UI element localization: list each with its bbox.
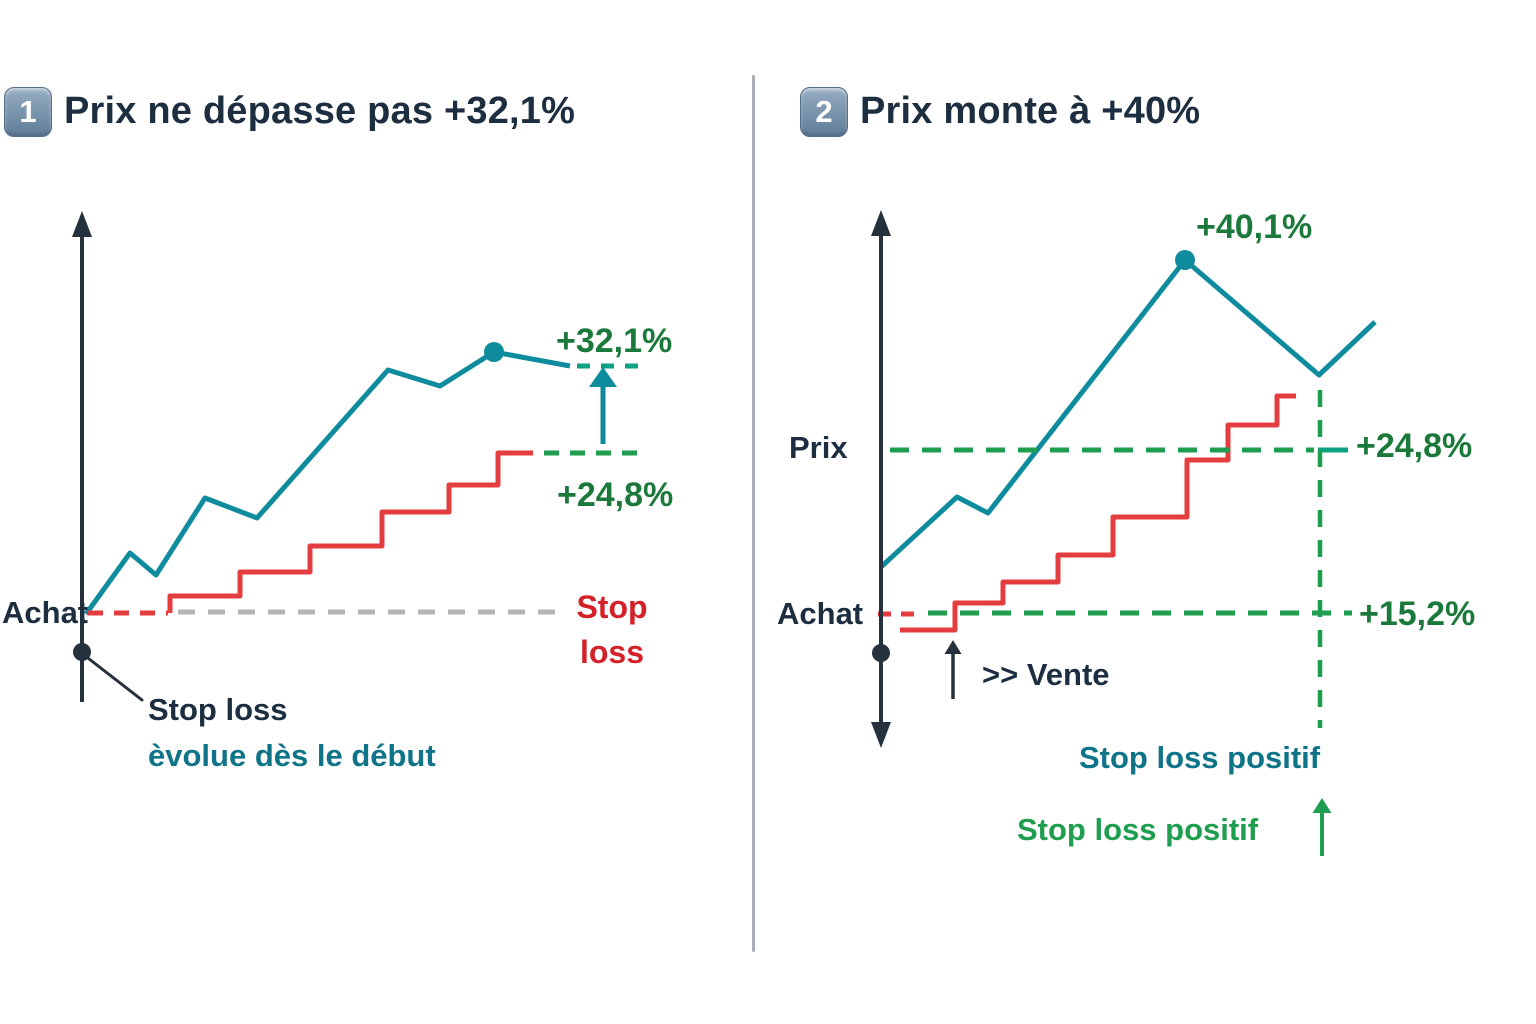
- right-level-152-label: +15,2%: [1359, 595, 1476, 633]
- right-achat-label: Achat: [777, 596, 864, 631]
- right-stoploss-steps: [900, 393, 1296, 633]
- left-axis-dot: [73, 643, 91, 661]
- positif-arrow-head: [1312, 798, 1332, 813]
- right-peak-value-label: +40,1%: [1196, 208, 1313, 246]
- right-price-line: [879, 257, 1377, 569]
- left-stop-level-value-label: +24,8%: [557, 476, 674, 514]
- right-stop-loss-positif-teal-label: Stop loss positif: [1079, 740, 1321, 775]
- step-1-badge: 1: [4, 87, 52, 137]
- left-stop-loss-label: Stop loss: [576, 589, 648, 670]
- right-stop-loss-positif-green-label: Stop loss positif: [1017, 812, 1259, 847]
- left-note-line1: Stop loss: [148, 692, 288, 727]
- right-axis-dot: [872, 644, 890, 662]
- left-peak-dot: [484, 342, 504, 362]
- vente-arrow-head: [944, 640, 962, 654]
- left-axis-arrow-head: [72, 211, 92, 237]
- left-peak-value-label: +32,1%: [556, 322, 673, 360]
- left-panel-title: Prix ne dépasse pas +32,1%: [64, 90, 576, 132]
- left-note-line2: èvolue dès le début: [148, 738, 436, 773]
- panel-divider: [752, 75, 755, 952]
- right-level-248-label: +24,8%: [1356, 427, 1473, 465]
- right-peak-dot: [1175, 250, 1195, 270]
- right-prix-label: Prix: [789, 430, 848, 465]
- left-achat-label: Achat: [2, 595, 89, 630]
- left-price-line: [83, 349, 571, 616]
- left-stoploss-steps: [167, 450, 533, 613]
- right-axis-arrow-head: [871, 722, 891, 748]
- step-2-badge: 2: [800, 87, 848, 137]
- right-vente-label: >> Vente: [982, 657, 1110, 692]
- left-note-pointer-line: [82, 653, 144, 702]
- right-axis-arrow-head: [871, 210, 891, 236]
- right-panel-title: Prix monte à +40%: [860, 90, 1201, 132]
- left-gain-arrow-head: [589, 367, 617, 387]
